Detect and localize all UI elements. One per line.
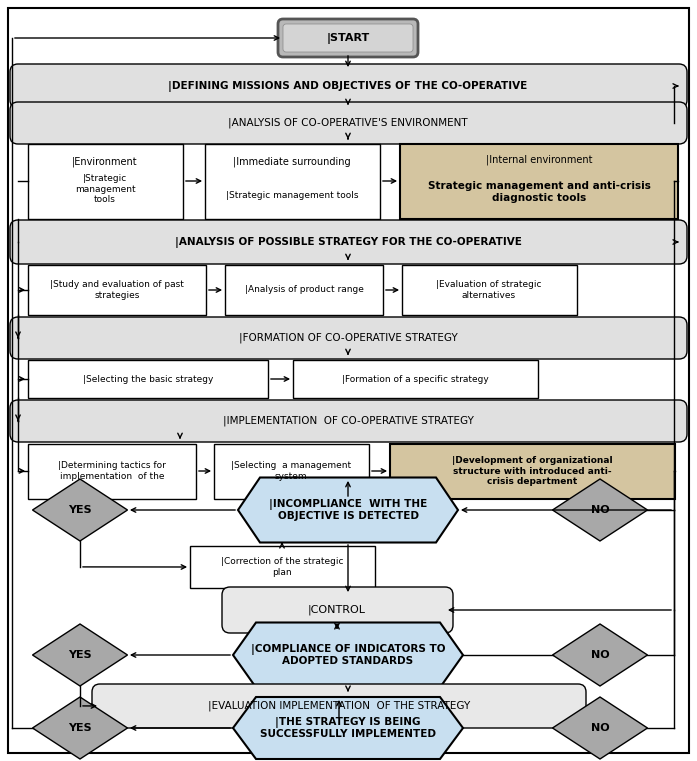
Text: |ANALYSIS OF CO-OPERATIVE'S ENVIRONMENT: |ANALYSIS OF CO-OPERATIVE'S ENVIRONMENT [228, 118, 468, 129]
Text: |EVALUATION IMPLEMENTATION  OF THE STRATEGY: |EVALUATION IMPLEMENTATION OF THE STRATE… [208, 701, 470, 712]
Polygon shape [33, 624, 128, 686]
Text: |DEFINING MISSIONS AND OBJECTIVES OF THE CO-OPERATIVE: |DEFINING MISSIONS AND OBJECTIVES OF THE… [169, 81, 528, 91]
Polygon shape [553, 697, 648, 759]
Text: |Selecting the basic strategy: |Selecting the basic strategy [83, 374, 213, 384]
Text: |Internal environment: |Internal environment [486, 154, 592, 165]
Text: |INCOMPLIANCE  WITH THE
OBJECTIVE IS DETECTED: |INCOMPLIANCE WITH THE OBJECTIVE IS DETE… [269, 498, 427, 521]
Text: |Strategic
management
tools: |Strategic management tools [75, 174, 135, 204]
Text: NO: NO [590, 505, 609, 515]
FancyBboxPatch shape [10, 64, 687, 108]
Bar [214, 444, 369, 499]
Bar [28, 444, 196, 499]
Bar [28, 360, 268, 398]
Text: |CONTROL: |CONTROL [308, 605, 366, 615]
Polygon shape [33, 697, 128, 759]
FancyBboxPatch shape [10, 102, 687, 144]
Text: |FORMATION OF CO-OPERATIVE STRATEGY: |FORMATION OF CO-OPERATIVE STRATEGY [238, 333, 457, 343]
Text: Strategic management and anti-crisis
diagnostic tools: Strategic management and anti-crisis dia… [427, 181, 650, 202]
Bar [390, 444, 675, 499]
Polygon shape [238, 477, 458, 543]
Text: |ANALYSIS OF POSSIBLE STRATEGY FOR THE CO-OPERATIVE: |ANALYSIS OF POSSIBLE STRATEGY FOR THE C… [174, 237, 521, 247]
Polygon shape [33, 479, 128, 541]
Text: |Environment: |Environment [72, 157, 138, 167]
Text: NO: NO [590, 723, 609, 733]
Bar [190, 546, 375, 588]
Text: |THE STRATEGY IS BEING
SUCCESSFULLY IMPLEMENTED: |THE STRATEGY IS BEING SUCCESSFULLY IMPL… [260, 717, 436, 739]
Bar [225, 265, 383, 315]
Text: |Determining tactics for
implementation  of the: |Determining tactics for implementation … [58, 461, 166, 481]
Text: |Correction of the strategic
plan: |Correction of the strategic plan [221, 557, 343, 577]
Text: |IMPLEMENTATION  OF CO-OPERATIVE STRATEGY: |IMPLEMENTATION OF CO-OPERATIVE STRATEGY [222, 416, 473, 426]
Text: |Formation of a specific strategy: |Formation of a specific strategy [342, 374, 489, 384]
Polygon shape [233, 697, 463, 759]
Polygon shape [553, 479, 648, 541]
Text: YES: YES [68, 505, 92, 515]
Bar [293, 360, 538, 398]
FancyBboxPatch shape [10, 400, 687, 442]
Text: |Selecting  a management
system: |Selecting a management system [231, 461, 351, 481]
Bar [402, 265, 577, 315]
Polygon shape [233, 622, 463, 687]
FancyBboxPatch shape [278, 19, 418, 57]
Text: YES: YES [68, 723, 92, 733]
Bar [28, 144, 183, 219]
Text: |Study and evaluation of past
strategies: |Study and evaluation of past strategies [50, 280, 184, 300]
Text: |Evaluation of strategic
alternatives: |Evaluation of strategic alternatives [436, 280, 542, 300]
Text: |Analysis of product range: |Analysis of product range [245, 285, 363, 295]
FancyBboxPatch shape [283, 24, 413, 52]
Text: YES: YES [68, 650, 92, 660]
Text: |COMPLIANCE OF INDICATORS TO
ADOPTED STANDARDS: |COMPLIANCE OF INDICATORS TO ADOPTED STA… [251, 644, 445, 667]
Bar [400, 144, 678, 219]
Bar [205, 144, 380, 219]
Text: |Strategic management tools: |Strategic management tools [226, 192, 358, 200]
Text: |Development of organizational
structure with introduced anti-
crisis department: |Development of organizational structure… [452, 456, 612, 486]
Text: |START: |START [326, 33, 369, 43]
FancyBboxPatch shape [10, 317, 687, 359]
Text: NO: NO [590, 650, 609, 660]
Bar [28, 265, 206, 315]
FancyBboxPatch shape [222, 587, 453, 633]
Text: |Immediate surrounding: |Immediate surrounding [233, 157, 351, 167]
Polygon shape [553, 624, 648, 686]
FancyBboxPatch shape [10, 220, 687, 264]
FancyBboxPatch shape [92, 684, 586, 728]
